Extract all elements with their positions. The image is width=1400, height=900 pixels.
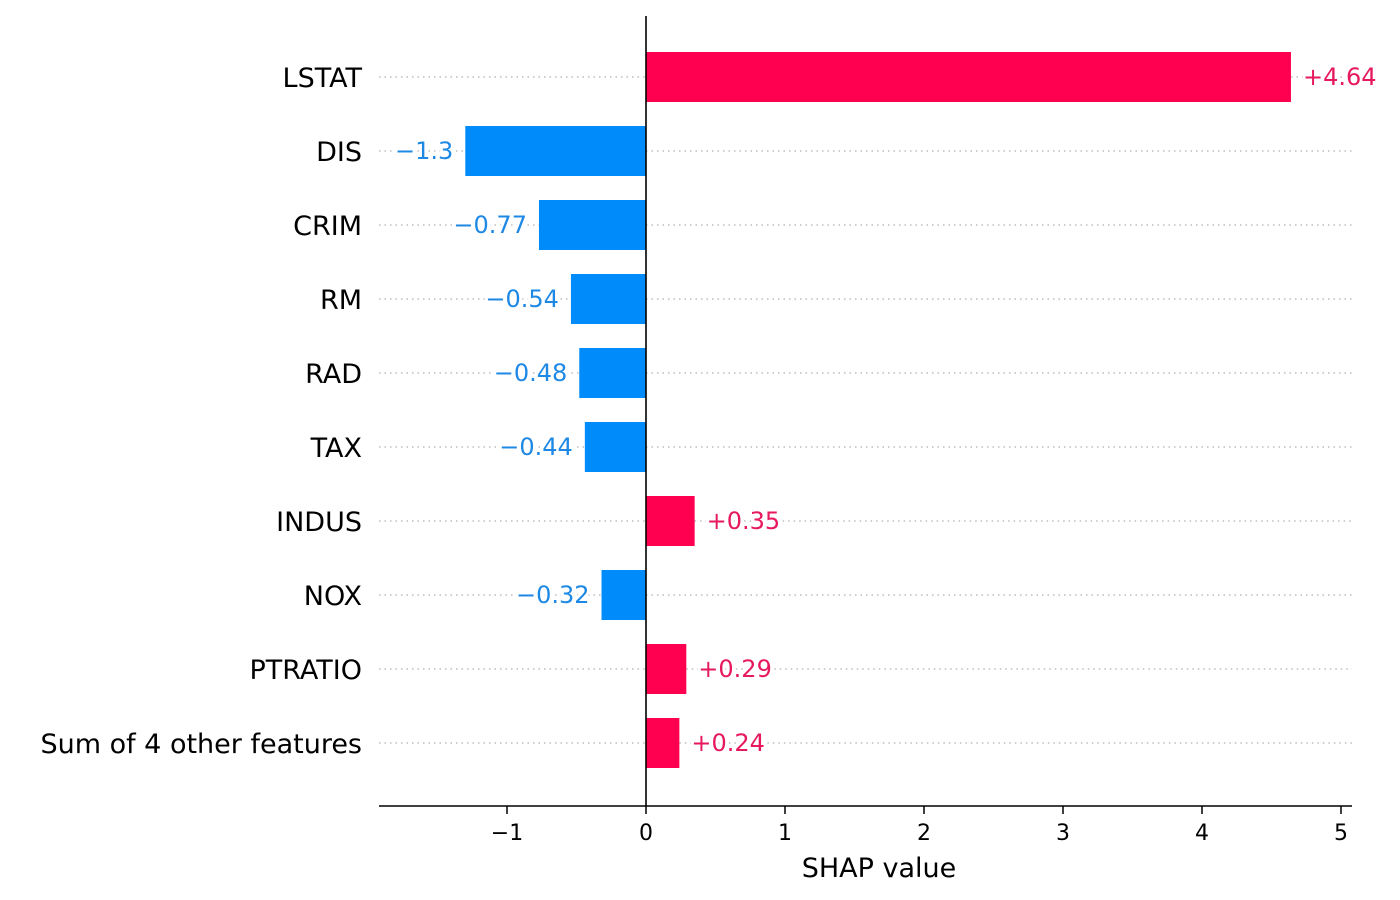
feature-label: DIS	[316, 137, 362, 168]
value-label: −0.32	[516, 581, 590, 609]
feature-label: PTRATIO	[249, 655, 362, 686]
value-label: +0.35	[707, 507, 781, 535]
x-tick-label: 4	[1195, 821, 1209, 846]
feature-label: RAD	[305, 359, 362, 390]
bars	[465, 52, 1291, 768]
x-axis-ticks: −1 0 1 2 3 4 5	[491, 806, 1348, 846]
value-label: +4.64	[1303, 63, 1377, 91]
value-label: −0.77	[453, 211, 527, 239]
x-tick-label: 2	[917, 821, 931, 846]
value-label: −0.44	[499, 433, 573, 461]
feature-label: CRIM	[293, 211, 362, 242]
bar-tax	[584, 422, 646, 472]
bar-indus	[646, 496, 695, 546]
value-labels: +4.64 −1.3 −0.77 −0.54 −0.48 −0.44 +0.35 −0.32 +…	[392, 60, 1379, 760]
bar-crim	[538, 200, 646, 250]
x-tick-label: 1	[778, 821, 792, 846]
feature-label: INDUS	[276, 507, 362, 538]
bar-ptratio	[646, 644, 687, 694]
value-label: +0.24	[691, 729, 765, 757]
x-tick-label: −1	[491, 821, 523, 846]
value-label: −1.3	[395, 137, 453, 165]
guide-lines	[379, 76, 1352, 744]
bar-sum-of-4-other-features	[646, 718, 680, 768]
feature-label: RM	[320, 285, 362, 316]
feature-label: LSTAT	[283, 63, 363, 94]
x-tick-label: 0	[639, 821, 653, 846]
value-label: −0.54	[485, 285, 559, 313]
feature-labels: LSTAT DIS CRIM RM RAD TAX INDUS NOX PTRATIO Sum o…	[40, 63, 362, 760]
bar-rad	[579, 348, 646, 398]
feature-label: Sum of 4 other features	[40, 729, 362, 760]
bar-rm	[570, 274, 646, 324]
x-tick-label: 5	[1334, 821, 1348, 846]
value-label: −0.48	[494, 359, 568, 387]
bar-dis	[465, 126, 646, 176]
value-label: +0.29	[698, 655, 772, 683]
feature-label: TAX	[310, 433, 362, 464]
bar-lstat	[646, 52, 1291, 102]
bar-nox	[601, 570, 646, 620]
feature-label: NOX	[304, 581, 362, 612]
x-tick-label: 3	[1056, 821, 1070, 846]
x-axis-title: SHAP value	[802, 853, 957, 884]
